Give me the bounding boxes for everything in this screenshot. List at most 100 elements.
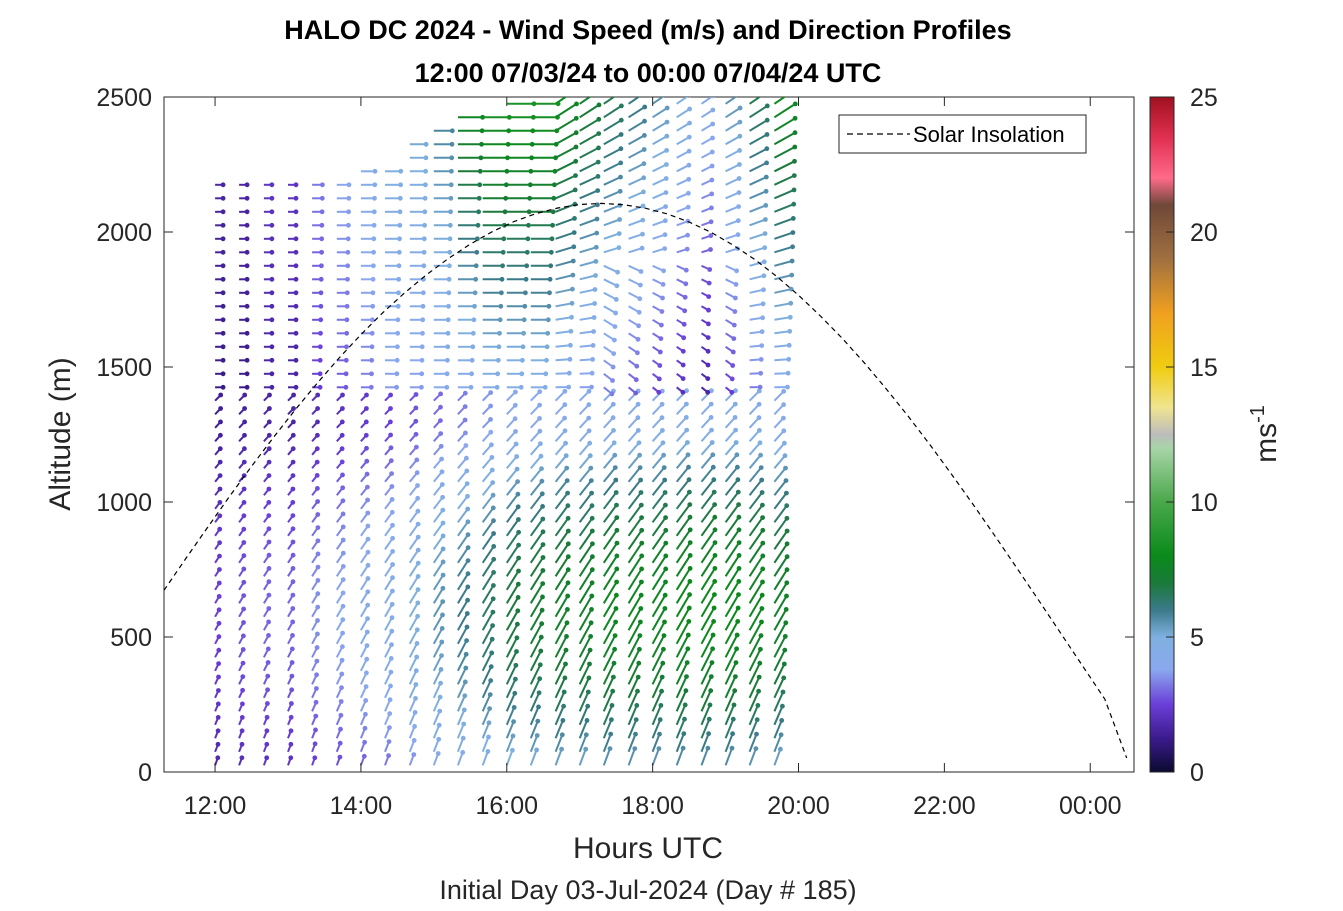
wind-arrow-head <box>686 190 691 196</box>
wind-arrow-head <box>340 644 345 650</box>
wind-arrow-head <box>495 357 501 363</box>
wind-arrow-head <box>488 403 493 409</box>
wind-arrow-head <box>217 500 223 505</box>
wind-arrow <box>578 556 594 577</box>
wind-arrow <box>773 467 787 483</box>
wind-arrow-head <box>590 541 595 547</box>
wind-arrow-head <box>364 445 369 451</box>
wind-arrow-head <box>753 746 759 751</box>
wind-arrow-head <box>597 88 602 93</box>
wind-arrow-head <box>362 739 367 745</box>
wind-arrow-head <box>788 300 794 306</box>
wind-arrow-head <box>611 428 616 433</box>
wind-arrow-head <box>612 633 618 638</box>
wind-arrow-head <box>612 646 617 652</box>
wind-arrow-head <box>661 646 666 652</box>
wind-arrow-head <box>345 276 350 282</box>
wind-arrow <box>456 709 466 726</box>
wind-arrow-head <box>370 303 376 309</box>
wind-arrow <box>529 609 543 631</box>
wind-arrow <box>675 542 692 564</box>
wind-arrow <box>505 678 517 699</box>
wind-arrow <box>773 691 784 712</box>
wind-arrow-head <box>552 182 557 188</box>
wind-arrow-head <box>635 401 641 407</box>
wind-arrow-head <box>539 478 545 484</box>
wind-arrow-head <box>638 606 644 611</box>
wind-arrow-head <box>220 371 226 377</box>
wind-arrow <box>774 203 795 213</box>
wind-arrow-head <box>638 269 644 274</box>
wind-arrow <box>700 429 713 442</box>
wind-arrow-head <box>220 222 226 228</box>
wind-arrow-head <box>736 527 742 533</box>
wind-arrow-head <box>372 168 378 174</box>
wind-arrow-head <box>662 619 667 625</box>
wind-arrow <box>774 245 793 254</box>
wind-arrow-head <box>791 173 797 179</box>
wind-arrow-head <box>685 204 691 210</box>
wind-arrow-head <box>436 722 442 728</box>
wind-arrow-head <box>609 703 615 708</box>
colorbar-fill <box>1149 96 1175 773</box>
wind-arrow-head <box>513 429 518 434</box>
wind-arrow-head <box>710 452 716 458</box>
wind-arrow-head <box>584 718 590 723</box>
wind-arrow-head <box>216 688 221 693</box>
wind-arrow-head <box>656 389 662 395</box>
wind-arrow-head <box>637 646 642 652</box>
wind-arrow-head <box>588 478 594 483</box>
wind-arrow <box>700 454 714 469</box>
wind-arrow-head <box>709 163 715 169</box>
wind-arrow-head <box>388 392 393 398</box>
wind-arrow-head <box>664 162 669 167</box>
wind-arrow-head <box>537 402 542 408</box>
axes-box <box>163 96 1135 773</box>
wind-arrow-head <box>687 540 693 545</box>
wind-arrow-head <box>687 502 693 507</box>
wind-arrow-head <box>515 504 521 510</box>
wind-arrow-head <box>591 315 597 320</box>
wind-arrow <box>700 704 711 726</box>
wind-arrow-head <box>730 363 736 368</box>
wind-arrow-head <box>684 388 689 394</box>
wind-arrow <box>602 608 617 631</box>
wind-arrow-head <box>269 330 275 336</box>
wind-arrow <box>554 479 568 496</box>
wind-arrow-head <box>780 689 786 695</box>
wind-arrow-head <box>241 633 246 639</box>
wind-arrow <box>578 663 591 685</box>
wind-arrow <box>676 136 690 146</box>
wind-arrow-head <box>269 357 275 363</box>
wind-arrow <box>773 734 783 753</box>
wind-arrow-head <box>220 195 226 201</box>
y-tick-label: 1500 <box>96 354 152 382</box>
wind-arrow <box>675 429 688 442</box>
wind-arrow-head <box>465 532 471 538</box>
wind-arrow-head <box>489 455 495 460</box>
wind-arrow-head <box>659 309 665 314</box>
wind-arrow-head <box>563 440 568 446</box>
wind-arrow-head <box>242 446 247 452</box>
wind-arrow-head <box>241 513 247 519</box>
wind-arrow <box>505 707 516 726</box>
wind-arrow-head <box>612 324 618 329</box>
wind-arrow <box>725 191 740 200</box>
wind-arrow-head <box>663 540 669 546</box>
wind-arrow-head <box>440 520 446 526</box>
wind-arrow-head <box>737 148 742 153</box>
wind-arrow <box>627 648 641 672</box>
wind-arrow-head <box>640 231 645 237</box>
wind-arrow-head <box>638 477 643 483</box>
wind-arrow <box>505 544 520 564</box>
wind-arrow-head <box>365 589 371 595</box>
wind-arrow-head <box>269 384 275 390</box>
wind-arrow <box>773 720 783 739</box>
wind-arrow-head <box>318 290 324 296</box>
wind-arrow-head <box>571 230 577 236</box>
wind-arrow-head <box>364 458 370 464</box>
wind-arrow-head <box>293 263 299 269</box>
wind-arrow-head <box>515 608 521 614</box>
wind-arrow-head <box>618 117 624 123</box>
